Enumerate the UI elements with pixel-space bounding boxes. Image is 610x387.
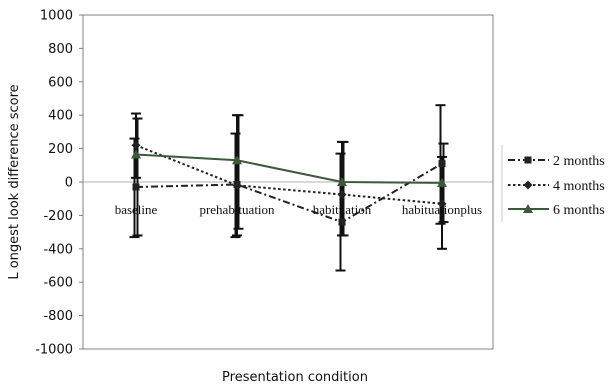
y-tick-label: 400	[48, 109, 73, 124]
legend: 2 months 4 months 6 months	[501, 145, 605, 222]
x-axis-title: Presentation condition	[222, 370, 368, 385]
legend-marker-2-months	[524, 156, 532, 164]
data-point-6-months	[337, 177, 347, 186]
data-point-4-months	[437, 199, 447, 209]
data-point-2-months	[338, 218, 346, 226]
series-line-4-months	[135, 144, 443, 205]
x-category-label: baseline	[115, 202, 158, 217]
legend-label-6-months: 6 months	[553, 203, 605, 218]
series-lines	[135, 144, 443, 224]
x-category-label: prehabituation	[199, 202, 275, 217]
series-markers	[131, 140, 447, 226]
data-point-4-months	[232, 180, 242, 190]
series-line-6-months	[135, 153, 443, 184]
legend-marker-6-months	[523, 204, 533, 213]
data-point-2-months	[438, 160, 446, 168]
category-labels: baseline prehabituation habituation habitua…	[115, 202, 482, 217]
data-point-6-months	[232, 155, 242, 165]
x-category-label: habituation	[313, 202, 372, 217]
data-point-4-months	[131, 140, 141, 150]
legend-label-2-months: 2 months	[553, 154, 605, 169]
legend-marker-4-months	[523, 180, 533, 190]
y-tick-label: 600	[48, 75, 73, 90]
y-axis-title: L ongest look difference score	[7, 84, 22, 279]
y-tick-label: -600	[43, 276, 73, 291]
legend-label-4-months: 4 months	[553, 179, 605, 194]
series-line-2-months	[135, 162, 443, 224]
y-tick-label: 800	[48, 42, 73, 57]
y-tick-label: -400	[43, 242, 73, 257]
axes: 1000 800 600 400 200 0 -200 -400 -600 -800 -1000	[35, 9, 494, 358]
y-tick-label: -200	[43, 209, 73, 224]
data-point-6-months	[131, 149, 141, 159]
y-tick-label: -1000	[35, 343, 73, 358]
y-tick-label: 0	[65, 176, 73, 191]
x-category-label: habituationplus	[402, 202, 482, 217]
error-bars	[129, 104, 449, 272]
data-point-6-months	[437, 177, 447, 187]
data-point-2-months	[132, 183, 140, 191]
y-tick-label: -800	[43, 309, 73, 324]
y-tick-label: 1000	[40, 9, 73, 24]
data-point-4-months	[337, 190, 347, 200]
y-tick-label: 200	[48, 142, 73, 157]
